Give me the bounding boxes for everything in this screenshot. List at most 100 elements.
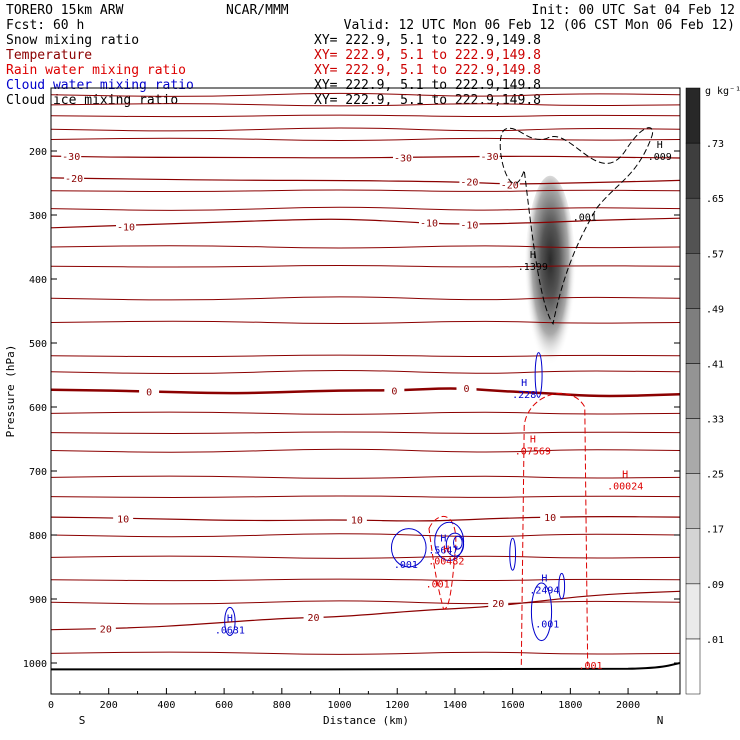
colorbar-tick-label: .25 — [706, 470, 724, 481]
max-marker: H — [443, 545, 449, 556]
cloud-water-contour — [530, 582, 553, 642]
max-marker: H — [657, 140, 663, 151]
microphysics-contours — [224, 127, 654, 665]
x-tick-label: 0 — [48, 700, 54, 711]
isotherm-line — [51, 296, 680, 301]
max-marker: H — [227, 614, 233, 625]
extreme-value-label: .228 — [512, 390, 536, 401]
colorbar-swatch — [685, 638, 701, 695]
extreme-value-label: .00024 — [607, 482, 643, 493]
colorbar-tick-label: .09 — [706, 580, 724, 591]
max-marker: H — [530, 435, 536, 446]
x-tick-label: 2000 — [616, 700, 640, 711]
colorbar-unit: g kg⁻¹ — [705, 86, 740, 97]
isotherm-label-bg — [139, 385, 160, 397]
y-tick-label: 600 — [29, 403, 47, 414]
x-tick-label: 1400 — [443, 700, 467, 711]
extreme-value-label: .009 — [648, 152, 672, 163]
cloud-water-contour — [534, 352, 543, 398]
isotherm-line — [51, 600, 680, 605]
y-tick-label: 800 — [29, 531, 47, 542]
isotherm-line — [51, 265, 680, 268]
center-name: NCAR/MMM — [226, 3, 289, 18]
isotherm-line — [51, 578, 680, 582]
isotherm-line — [51, 555, 680, 559]
isotherm-label-bg — [459, 175, 480, 187]
max-marker: H — [440, 534, 446, 545]
isotherm-label: -30 — [481, 152, 499, 163]
rain-water-contour — [428, 515, 457, 610]
isotherm-line — [51, 137, 680, 141]
isotherm-line — [51, 103, 680, 107]
field-xy-snow: XY= 222.9, 5.1 to 222.9,149.8 — [314, 33, 541, 48]
y-tick-label: 400 — [29, 275, 47, 286]
colorbar-swatch — [685, 528, 701, 585]
y-tick-label: 300 — [29, 211, 47, 222]
isotherm-label: 20 — [492, 599, 504, 610]
isotherm-line — [51, 651, 680, 655]
x-tick-label: 800 — [273, 700, 291, 711]
isotherm-label: -10 — [117, 223, 135, 234]
x-axis-label: Distance (km) — [323, 714, 409, 727]
north-endpoint: N — [657, 714, 664, 727]
colorbar-swatch — [685, 142, 701, 199]
x-tick-label: 1600 — [501, 700, 525, 711]
forecast-hour: Fcst: 60 h — [6, 18, 84, 33]
isotherm-label: -10 — [420, 219, 438, 230]
colorbar-tick-label: .65 — [706, 194, 724, 205]
extreme-value-label: .0631 — [215, 626, 245, 637]
isotherm-label: 0 — [463, 384, 469, 395]
cloud-ice-contour — [499, 127, 654, 325]
isotherm-line — [51, 475, 680, 479]
isotherm-label-bg — [418, 216, 439, 228]
colorbar-swatch — [685, 583, 701, 640]
isotherm-label: -10 — [460, 221, 478, 232]
isotherm-line — [51, 448, 680, 453]
isotherm-line — [51, 127, 680, 132]
colorbar-swatch — [685, 418, 701, 474]
x-tick-label: 1800 — [558, 700, 582, 711]
plot-frame — [50, 87, 681, 695]
field-name-cloud-water: Cloud water mixing ratio — [6, 78, 194, 93]
y-axis-label: Pressure (hPa) — [4, 345, 17, 438]
y-tick-label: 200 — [29, 147, 47, 158]
extreme-value-label: .5647 — [428, 546, 458, 557]
isotherm-label-bg — [303, 610, 324, 622]
field-legend: Snow mixing ratio XY= 222.9, 5.1 to 222.… — [6, 33, 541, 108]
extreme-value-label: .001 — [573, 212, 597, 223]
x-tick-label: 200 — [100, 700, 118, 711]
isotherm-label-bg — [95, 622, 116, 634]
extreme-value-label: .001 — [579, 661, 603, 672]
isotherm-line — [51, 431, 680, 434]
isotherm-label: -20 — [460, 178, 478, 189]
field-name-temperature: Temperature — [6, 48, 92, 63]
isotherm-label-bg — [116, 220, 137, 232]
y-tick-label: 1000 — [23, 659, 47, 670]
cloud-water-contour — [390, 528, 427, 568]
isotherm-contours: -30 -30 -30 -20 -20 -20 -10 -10 -10 0 0 0 10 10 10 20 20… — [51, 92, 680, 655]
max-marker: H — [541, 573, 547, 584]
isotherm-label-bg — [479, 150, 500, 162]
isotherm-line — [51, 177, 680, 185]
isotherm-label: 10 — [117, 514, 129, 525]
isotherm-label-bg — [499, 178, 520, 190]
snow-shade-core — [524, 175, 577, 387]
isotherm-label: 20 — [308, 613, 320, 624]
extreme-labels: H.1399H.009.001H.228H.5647.001H.2494.001… — [215, 140, 672, 672]
isotherm-label-bg — [61, 150, 82, 162]
colorbar-swatch — [685, 308, 701, 364]
isotherm-label-bg — [459, 218, 480, 230]
model-title: TORERO 15km ARW — [6, 3, 124, 18]
surface-line — [51, 662, 680, 671]
x-tick-label: 1000 — [327, 700, 351, 711]
extreme-value-label: .00482 — [428, 557, 464, 568]
isotherm-line — [51, 354, 680, 358]
isotherm-line — [51, 206, 680, 211]
extreme-value-label: .001 — [535, 619, 559, 630]
x-axis-ticks: 0 200 400 600 800 1000 1200 1400 1600 1800 2000 — [48, 688, 658, 711]
valid-time: Valid: 12 UTC Mon 06 Feb 12 (06 CST Mon … — [344, 18, 735, 33]
field-xy-rain: XY= 222.9, 5.1 to 222.9,149.8 — [314, 63, 541, 78]
colorbar-tick-label: .41 — [706, 359, 724, 370]
isotherm-label: 10 — [544, 513, 556, 524]
